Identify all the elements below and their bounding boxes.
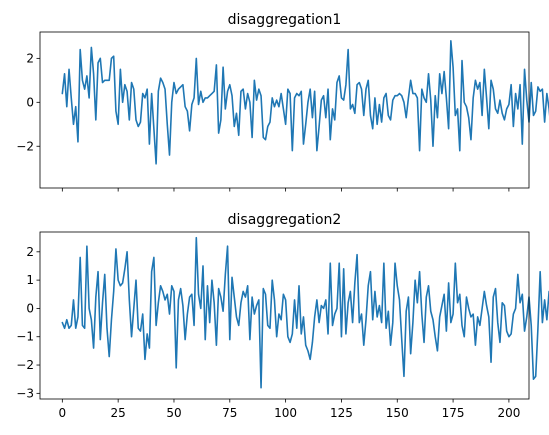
x-tick-label: 125 [330,406,353,420]
subplot-disaggregation2: disaggregation2 0 25 50 75 100 125 150 175 200 −3… [16,212,549,420]
x-tick-label: 25 [111,406,126,420]
x-tick-label: 50 [166,406,181,420]
x-tick-label: 75 [222,406,237,420]
y-tick-label: 2 [26,51,34,65]
x-tick-label: 200 [497,406,520,420]
axes-frame [39,231,530,400]
x-tick-label: 175 [442,406,465,420]
y-tick-label: −3 [16,386,34,400]
y-tick-label: −2 [16,139,34,153]
x-tick-label: 150 [386,406,409,420]
chart-title: disaggregation1 [228,12,342,28]
series-line [61,39,549,165]
y-tick-label: 2 [26,245,34,259]
subplot-disaggregation1: disaggregation1 −2 0 2 [16,12,549,192]
y-tick-label: −1 [16,330,34,344]
y-tick-label: 0 [26,95,34,109]
y-tick-label: −2 [16,358,34,372]
x-tick-label: 0 [59,406,67,420]
series-line [61,236,549,389]
y-tick-label: 1 [26,273,34,287]
x-tick-label: 100 [274,406,297,420]
y-tick-label: 0 [26,301,34,315]
axes-frame [39,31,530,189]
chart-title: disaggregation2 [228,212,342,228]
